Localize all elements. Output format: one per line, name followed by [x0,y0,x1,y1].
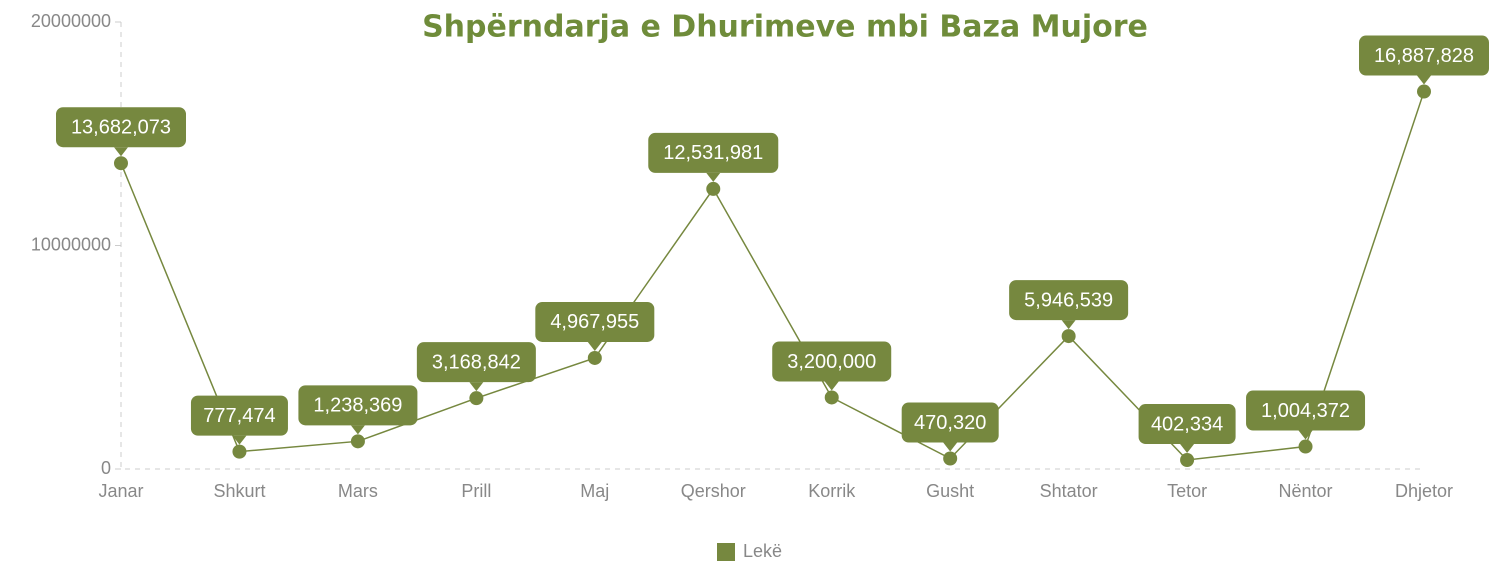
value-label: 777,474 [203,405,275,427]
chart-title: Shpërndarja e Dhurimeve mbi Baza Mujore [422,10,1148,45]
label-box [901,402,999,443]
point [1061,329,1076,344]
line [120,91,1425,461]
value-label: 1,238,369 [313,395,402,417]
y-tick-label: 20000000 [31,11,111,31]
label-box [1359,35,1489,76]
x-tick-label: Maj [580,481,609,501]
point [350,434,365,449]
x-tick-label: Janar [98,481,143,501]
label-box [190,395,288,436]
label-box [1246,390,1366,431]
y-tick-label: 10000000 [31,234,111,254]
legend-label: Lekë [743,541,782,561]
label-pointer [943,442,958,452]
label-box [648,132,779,173]
value-label: 3,200,000 [787,351,876,373]
label-pointer [706,172,721,182]
point [114,156,128,171]
x-tick-label: Shtator [1040,481,1098,501]
x-tick-label: Prill [461,481,491,501]
label-box [298,385,418,426]
x-tick-label: Dhjetor [1395,481,1453,501]
x-tick-label: Tetor [1167,481,1207,501]
point [1417,84,1431,99]
x-tick-label: Mars [338,481,378,501]
point [706,181,721,196]
point [232,444,247,459]
label-box [416,342,536,383]
label-pointer [1180,444,1195,454]
label-pointer [469,382,484,392]
label-box [535,301,655,342]
point [824,390,839,405]
point [1298,439,1313,454]
label-pointer [114,147,128,157]
label-box [56,107,186,148]
x-tick-label: Nëntor [1279,481,1333,501]
point [1180,453,1195,468]
value-label: 4,967,955 [550,311,639,333]
x-tick-label: Korrik [808,481,856,501]
label-pointer [232,435,247,445]
x-tick-label: Gusht [926,481,974,501]
value-label: 5,946,539 [1024,289,1113,311]
point [943,451,958,466]
y-tick-label: 0 [101,458,111,478]
x-tick-label: Shkurt [213,481,265,501]
label-pointer [1417,75,1431,85]
label-pointer [824,381,839,391]
label-pointer [1298,430,1313,440]
label-pointer [587,341,602,351]
label-pointer [1061,320,1076,330]
label-box [772,341,892,382]
label-box [1138,404,1236,445]
value-label: 402,334 [1151,413,1223,435]
value-label: 16,887,828 [1374,45,1474,67]
legend-swatch [717,543,735,561]
label-pointer [350,425,365,435]
value-label: 470,320 [914,412,986,434]
value-label: 3,168,842 [432,351,521,373]
value-label: 1,004,372 [1261,400,1350,422]
label-box [1009,280,1129,321]
value-label: 13,682,073 [71,116,171,138]
point [587,350,602,365]
value-label: 12,531,981 [663,142,763,164]
point [469,391,484,406]
x-tick-label: Qershor [681,481,746,501]
